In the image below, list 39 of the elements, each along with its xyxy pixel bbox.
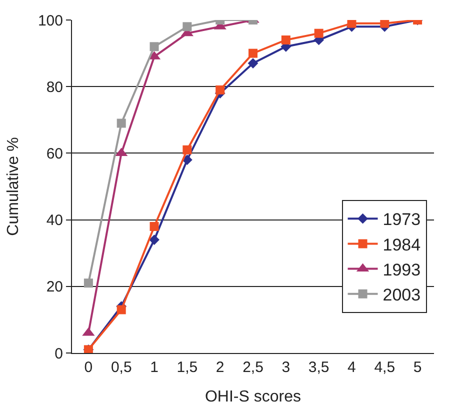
x-tick-label: 0,5 xyxy=(110,359,132,376)
x-tick-label: 5 xyxy=(413,359,422,376)
legend-label: 2003 xyxy=(382,286,421,305)
point xyxy=(314,28,324,38)
y-tick-label: 40 xyxy=(46,212,63,230)
x-tick-label: 3 xyxy=(282,359,290,376)
y-tick-label: 60 xyxy=(46,145,63,162)
y-tick-label: 80 xyxy=(46,78,63,96)
point xyxy=(84,278,93,288)
point xyxy=(182,22,192,32)
point xyxy=(150,42,159,52)
x-tick-label: 4,5 xyxy=(374,359,396,376)
point xyxy=(182,145,192,154)
point xyxy=(248,48,258,58)
point xyxy=(248,58,258,68)
point xyxy=(116,305,126,314)
point xyxy=(150,222,159,231)
y-axis-title: Cumulative % xyxy=(4,137,22,236)
point xyxy=(380,20,390,28)
y-tick-label: 0 xyxy=(54,345,63,362)
y-tick-label: 100 xyxy=(38,12,63,30)
point xyxy=(182,154,192,166)
legend-label: 1993 xyxy=(382,260,421,280)
x-tick-label: 2,5 xyxy=(242,359,264,376)
legend-label: 1984 xyxy=(382,235,421,254)
x-axis-title: OHI-S scores xyxy=(204,388,302,406)
x-tick-label: 1 xyxy=(150,359,158,376)
point xyxy=(149,234,160,245)
point xyxy=(116,118,126,128)
point xyxy=(216,85,225,94)
y-tick-label: 20 xyxy=(46,278,63,296)
x-tick-label: 4 xyxy=(348,359,356,376)
point xyxy=(281,35,290,44)
x-tick-label: 1,5 xyxy=(176,359,198,376)
x-tick-label: 2 xyxy=(216,359,224,376)
x-tick-label: 0 xyxy=(84,359,93,376)
legend-label: 1973 xyxy=(382,210,421,230)
point xyxy=(347,20,356,28)
x-tick-label: 3,5 xyxy=(308,359,330,376)
